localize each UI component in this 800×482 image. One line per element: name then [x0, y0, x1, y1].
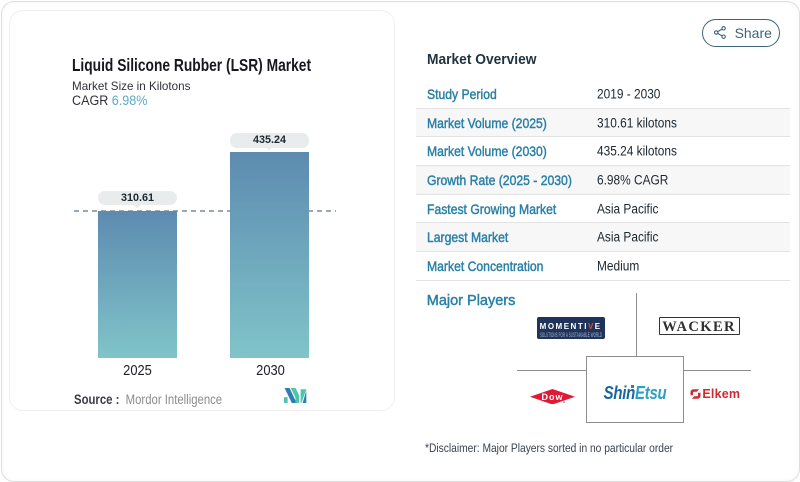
svg-text:Dow: Dow — [542, 392, 564, 402]
